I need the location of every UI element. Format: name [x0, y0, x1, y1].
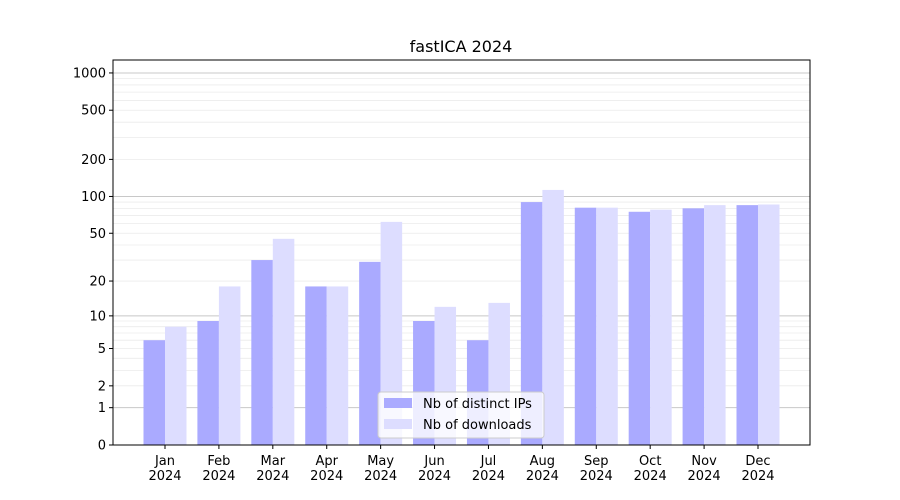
bar-downloads [542, 189, 564, 445]
x-tick-label: May 2024 [364, 454, 397, 484]
bar-ips [251, 260, 273, 445]
y-tick-label: 50 [89, 227, 106, 242]
bar-ips [197, 321, 219, 445]
bar-downloads [165, 326, 187, 445]
x-tick-label: Aug 2024 [526, 454, 559, 484]
x-tick-label: Jul 2024 [472, 454, 505, 484]
x-tick-label: Nov 2024 [688, 454, 721, 484]
y-tick-label: 100 [81, 190, 106, 205]
legend-box [377, 391, 545, 439]
x-tick-label: Apr 2024 [310, 454, 343, 484]
bar-downloads [272, 238, 295, 445]
bar-ips [305, 286, 327, 445]
bar-ips [143, 340, 165, 445]
bar-ips [359, 261, 381, 445]
bar-downloads [380, 221, 403, 445]
chart-title: fastICA 2024 [410, 37, 513, 56]
y-tick-label: 500 [81, 104, 106, 119]
bar-downloads [650, 209, 672, 445]
legend-label: Nb of downloads [423, 418, 532, 433]
x-tick-label: Feb 2024 [202, 454, 235, 484]
x-tick-label: Jun 2024 [418, 454, 451, 484]
x-tick-label: Sep 2024 [580, 454, 613, 484]
y-tick-label: 1 [98, 401, 106, 416]
plot-frame [112, 59, 811, 446]
x-tick-label: Jan 2024 [148, 454, 181, 484]
y-tick-label: 0 [98, 439, 106, 454]
x-tick-label: Dec 2024 [741, 454, 774, 484]
bar-downloads [326, 286, 349, 445]
legend-swatch [384, 419, 412, 429]
legend-swatch [384, 398, 412, 408]
legend-label: Nb of distinct IPs [423, 397, 532, 412]
y-tick-label: 20 [89, 275, 106, 290]
legend: Nb of distinct IPs Nb of downloads [377, 391, 545, 439]
bar-ips [520, 202, 543, 445]
bar-downloads [596, 207, 618, 445]
y-tick-label: 5 [98, 342, 106, 357]
bar-ips [736, 205, 758, 445]
bar-downloads [758, 204, 780, 445]
bar-downloads [218, 286, 241, 445]
y-tick-label: 200 [81, 153, 106, 168]
x-tick-label: Mar 2024 [256, 454, 289, 484]
y-tick-label: 10 [89, 309, 106, 324]
y-tick-label: 1000 [73, 66, 106, 81]
x-tick-label: Oct 2024 [634, 454, 667, 484]
bar-downloads [704, 205, 726, 445]
y-tick-label: 2 [98, 379, 106, 394]
bar-ips [628, 211, 651, 445]
bar-ips [682, 208, 705, 445]
bar-ips [574, 207, 597, 445]
